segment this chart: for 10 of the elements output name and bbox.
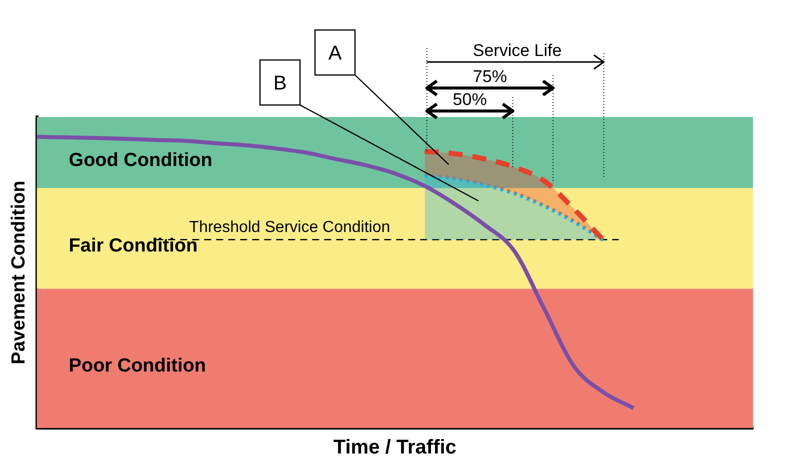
callout-box: A [314,29,450,165]
text: 75% [472,67,507,86]
band-label: Fair Condition [68,236,198,257]
text: Service Life [472,41,562,60]
text: 50% [452,90,487,109]
x-axis-title: Time / Traffic [333,436,456,459]
y-axis-title: Pavement Condition [8,180,30,364]
band-label: Poor Condition [68,356,206,377]
band-label: Good Condition [68,150,212,171]
ref-line-label: Threshold Service Condition [189,219,390,236]
